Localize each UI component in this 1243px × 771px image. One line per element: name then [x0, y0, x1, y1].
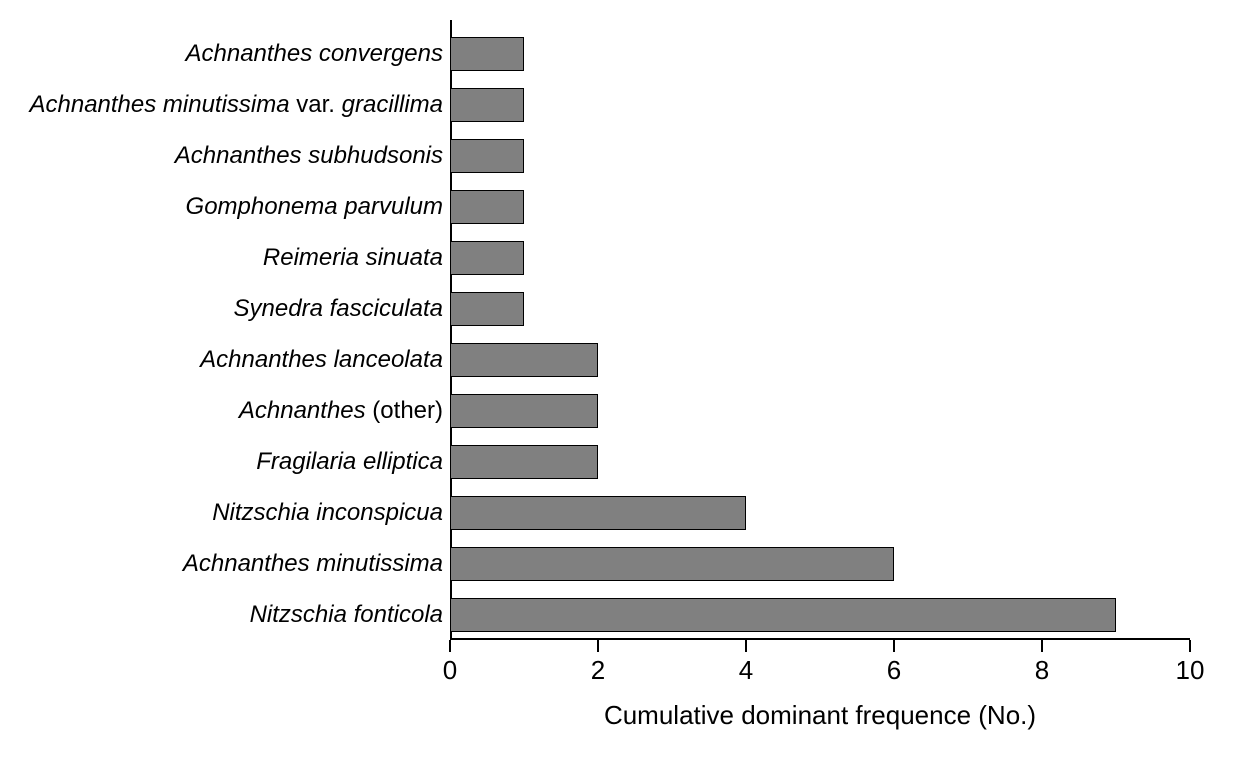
y-tick-label: Achnanthes (other)	[239, 394, 443, 428]
bar-row	[450, 394, 598, 428]
x-tick-label: 4	[739, 655, 753, 686]
bar	[450, 445, 598, 479]
bar	[450, 394, 598, 428]
x-tick	[745, 640, 747, 652]
y-tick-label: Achnanthes minutissima var. gracillima	[29, 88, 443, 122]
y-tick-label: Achnanthes convergens	[185, 37, 443, 71]
bar	[450, 547, 894, 581]
x-tick	[893, 640, 895, 652]
bar-row	[450, 598, 1116, 632]
x-tick	[1041, 640, 1043, 652]
x-tick-label: 6	[887, 655, 901, 686]
bar-row	[450, 445, 598, 479]
bar	[450, 88, 524, 122]
bar	[450, 139, 524, 173]
bar-row	[450, 496, 746, 530]
bar-row	[450, 88, 524, 122]
y-tick-label: Fragilaria elliptica	[256, 445, 443, 479]
bar-row	[450, 37, 524, 71]
y-tick-label: Achnanthes lanceolata	[200, 343, 443, 377]
x-tick-label: 10	[1176, 655, 1205, 686]
x-axis-label: Cumulative dominant frequence (No.)	[450, 700, 1190, 731]
bar-row	[450, 292, 524, 326]
bar	[450, 292, 524, 326]
bar	[450, 241, 524, 275]
x-tick-label: 2	[591, 655, 605, 686]
chart-container: Cumulative dominant frequence (No.) Achn…	[0, 0, 1243, 771]
y-tick-label: Achnanthes subhudsonis	[175, 139, 443, 173]
y-tick-label: Reimeria sinuata	[263, 241, 443, 275]
bar-row	[450, 190, 524, 224]
bar	[450, 598, 1116, 632]
y-tick-label: Gomphonema parvulum	[186, 190, 443, 224]
bar	[450, 37, 524, 71]
bar	[450, 496, 746, 530]
bar	[450, 190, 524, 224]
bar-row	[450, 241, 524, 275]
bar	[450, 343, 598, 377]
x-tick	[1189, 640, 1191, 652]
x-tick-label: 8	[1035, 655, 1049, 686]
y-tick-label: Nitzschia inconspicua	[212, 496, 443, 530]
x-tick	[597, 640, 599, 652]
y-tick-label: Synedra fasciculata	[234, 292, 443, 326]
y-tick-label: Nitzschia fonticola	[250, 598, 443, 632]
bar-row	[450, 343, 598, 377]
bar-row	[450, 547, 894, 581]
y-tick-label: Achnanthes minutissima	[183, 547, 443, 581]
x-tick	[449, 640, 451, 652]
bar-row	[450, 139, 524, 173]
x-tick-label: 0	[443, 655, 457, 686]
